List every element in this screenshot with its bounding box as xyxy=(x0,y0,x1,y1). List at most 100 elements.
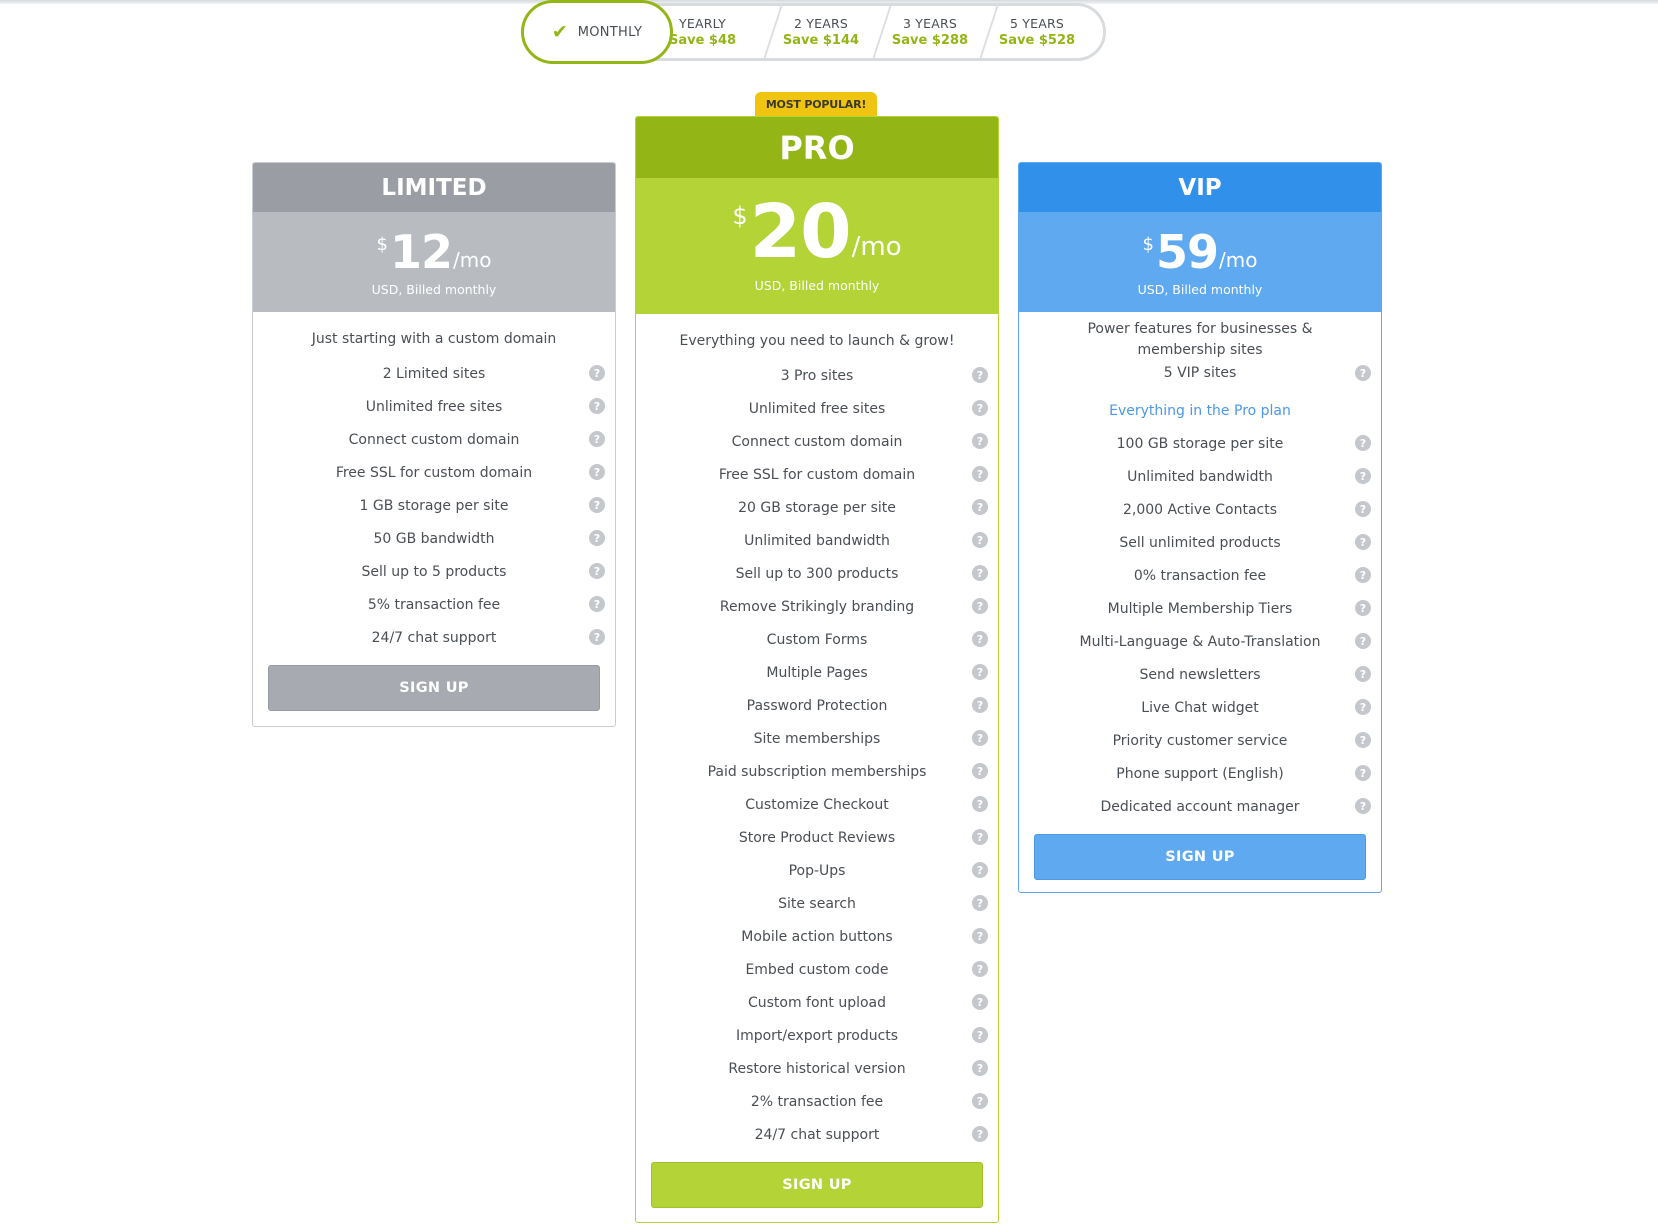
feature-label: Restore historical version xyxy=(728,1060,906,1077)
help-icon[interactable]: ? xyxy=(972,1027,988,1043)
help-icon[interactable]: ? xyxy=(589,464,605,480)
plan-tagline: Everything you need to launch & grow! xyxy=(679,333,955,349)
feature-label: Send newsletters xyxy=(1139,666,1261,683)
plan-tagline: Just starting with a custom domain xyxy=(311,331,557,347)
feature-label: Unlimited bandwidth xyxy=(744,532,890,549)
help-icon[interactable]: ? xyxy=(972,1126,988,1142)
help-icon[interactable]: ? xyxy=(972,400,988,416)
help-icon[interactable]: ? xyxy=(972,532,988,548)
feature-label: 2 Limited sites xyxy=(382,365,486,382)
feature-item: Restore historical version? xyxy=(636,1052,998,1085)
plan-title: LIMITED xyxy=(253,163,615,212)
price-panel: $ 12 /mo USD, Billed monthly xyxy=(253,212,615,312)
help-icon[interactable]: ? xyxy=(1355,732,1371,748)
plan-card-vip: VIP $ 59 /mo USD, Billed monthly Power f… xyxy=(1018,162,1382,893)
feature-item: Custom font upload? xyxy=(636,986,998,1019)
feature-label: Connect custom domain xyxy=(348,431,520,448)
feature-item: Multiple Pages? xyxy=(636,656,998,689)
feature-item: Remove Strikingly branding? xyxy=(636,590,998,623)
feature-label: Customize Checkout xyxy=(745,796,889,813)
help-icon[interactable]: ? xyxy=(972,961,988,977)
feature-item: Priority customer service? xyxy=(1019,724,1381,757)
help-icon[interactable]: ? xyxy=(589,365,605,381)
tagline-line: Power features for businesses & xyxy=(1087,321,1313,337)
help-icon[interactable]: ? xyxy=(1355,600,1371,616)
period-option-monthly[interactable]: ✔ MONTHLY xyxy=(521,0,673,64)
period-option-3-years[interactable]: 3 YEARS Save $288 xyxy=(881,6,979,58)
feature-label: 5% transaction fee xyxy=(367,596,501,613)
help-icon[interactable]: ? xyxy=(972,994,988,1010)
help-icon[interactable]: ? xyxy=(589,530,605,546)
help-icon[interactable]: ? xyxy=(972,928,988,944)
help-icon[interactable]: ? xyxy=(1355,765,1371,781)
help-icon[interactable]: ? xyxy=(1355,798,1371,814)
feature-item: Mobile action buttons? xyxy=(636,920,998,953)
feature-label: Connect custom domain xyxy=(731,433,903,450)
help-icon[interactable]: ? xyxy=(589,629,605,645)
help-icon[interactable]: ? xyxy=(972,499,988,515)
help-icon[interactable]: ? xyxy=(972,1060,988,1076)
feature-label: Free SSL for custom domain xyxy=(718,466,916,483)
feature-item: Free SSL for custom domain? xyxy=(636,458,998,491)
price: $ 12 /mo xyxy=(253,226,615,278)
help-icon[interactable]: ? xyxy=(1355,365,1371,381)
top-border xyxy=(0,0,1658,4)
feature-item: Dedicated account manager? xyxy=(1019,790,1381,823)
help-icon[interactable]: ? xyxy=(589,398,605,414)
help-icon[interactable]: ? xyxy=(589,497,605,513)
help-icon[interactable]: ? xyxy=(1355,468,1371,484)
help-icon[interactable]: ? xyxy=(589,563,605,579)
feature-label: Store Product Reviews xyxy=(738,829,896,846)
help-icon[interactable]: ? xyxy=(972,829,988,845)
help-icon[interactable]: ? xyxy=(589,596,605,612)
feature-item: 2% transaction fee? xyxy=(636,1085,998,1118)
help-icon[interactable]: ? xyxy=(972,1093,988,1109)
sign-up-button[interactable]: SIGN UP xyxy=(651,1162,983,1208)
help-icon[interactable]: ? xyxy=(972,565,988,581)
help-icon[interactable]: ? xyxy=(972,466,988,482)
feature-label: 5 VIP sites xyxy=(1163,364,1237,381)
help-icon[interactable]: ? xyxy=(589,431,605,447)
feature-item: Unlimited bandwidth? xyxy=(636,524,998,557)
help-icon[interactable]: ? xyxy=(972,433,988,449)
feature-label: 20 GB storage per site xyxy=(738,499,896,516)
help-icon[interactable]: ? xyxy=(1355,666,1371,682)
help-icon[interactable]: ? xyxy=(1355,699,1371,715)
period-option-yearly[interactable]: YEARLY Save $48 xyxy=(655,6,750,58)
feature-item: Password Protection? xyxy=(636,689,998,722)
help-icon[interactable]: ? xyxy=(972,796,988,812)
help-icon[interactable]: ? xyxy=(972,367,988,383)
price-period: /mo xyxy=(453,248,492,272)
help-icon[interactable]: ? xyxy=(972,862,988,878)
help-icon[interactable]: ? xyxy=(972,763,988,779)
feature-label: Mobile action buttons xyxy=(741,928,893,945)
feature-item: 24/7 chat support? xyxy=(636,1118,998,1151)
feature-item: 24/7 chat support? xyxy=(253,621,615,654)
help-icon[interactable]: ? xyxy=(972,664,988,680)
feature-label: Password Protection xyxy=(746,697,888,714)
help-icon[interactable]: ? xyxy=(1355,534,1371,550)
period-option-5-years[interactable]: 5 YEARS Save $528 xyxy=(988,6,1086,58)
sign-up-button[interactable]: SIGN UP xyxy=(268,665,600,711)
help-icon[interactable]: ? xyxy=(972,598,988,614)
help-icon[interactable]: ? xyxy=(972,895,988,911)
feature-item: Paid subscription memberships? xyxy=(636,755,998,788)
feature-label: Unlimited free sites xyxy=(748,400,886,417)
period-label: YEARLY xyxy=(679,16,726,31)
help-icon[interactable]: ? xyxy=(972,730,988,746)
help-icon[interactable]: ? xyxy=(972,697,988,713)
sign-up-button[interactable]: SIGN UP xyxy=(1034,834,1366,880)
feature-label: Multiple Pages xyxy=(766,664,868,681)
feature-item: 5 VIP sites ? xyxy=(1019,361,1381,384)
price-amount: 20 xyxy=(749,189,852,275)
feature-label: Sell up to 5 products xyxy=(361,563,507,580)
help-icon[interactable]: ? xyxy=(1355,633,1371,649)
help-icon[interactable]: ? xyxy=(1355,501,1371,517)
help-icon[interactable]: ? xyxy=(1355,435,1371,451)
price: $ 59 /mo xyxy=(1019,226,1381,278)
period-option-2-years[interactable]: 2 YEARS Save $144 xyxy=(772,6,870,58)
help-icon[interactable]: ? xyxy=(972,631,988,647)
help-icon[interactable]: ? xyxy=(1355,567,1371,583)
feature-label: Pop-Ups xyxy=(788,862,846,879)
feature-label: 2% transaction fee xyxy=(750,1093,884,1110)
